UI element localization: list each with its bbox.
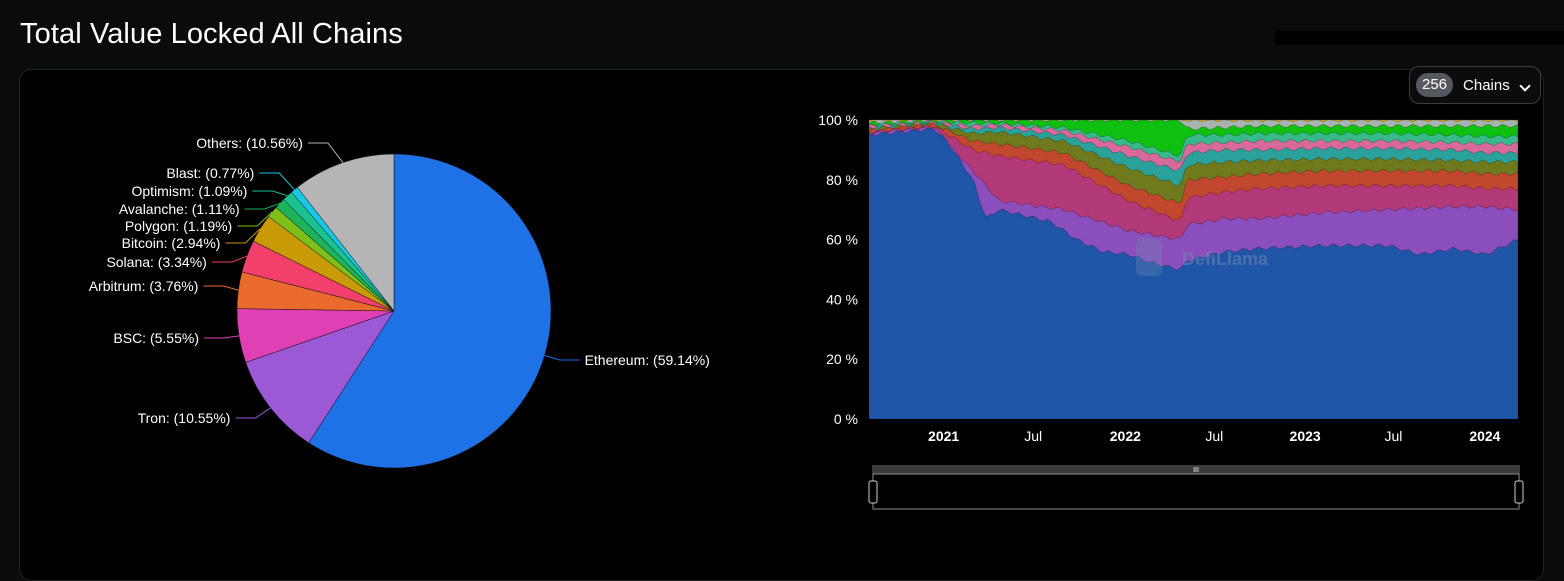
pie-label-polygon: Polygon: (1.19%)	[125, 218, 232, 234]
slider-right-handle[interactable]	[1514, 480, 1524, 504]
chain-selector-button[interactable]: 256 Chains	[1409, 66, 1541, 104]
x-tick-label: Jul	[1384, 428, 1402, 444]
x-tick-label: Jul	[1024, 428, 1042, 444]
pie-chart: Ethereum: (59.14%) Tron: (10.55%) BSC: (5.…	[89, 135, 710, 469]
slider-track[interactable]	[872, 465, 1520, 474]
y-tick-label: 20 %	[826, 351, 858, 367]
pie-label-blast: Blast: (0.77%)	[166, 165, 254, 181]
pie-leader-bsc	[204, 335, 240, 339]
pie-leader-avalanche	[244, 202, 280, 210]
pie-label-solana: Solana: (3.34%)	[106, 254, 206, 270]
pie-label-avalanche: Avalanche: (1.11%)	[119, 201, 240, 217]
pie-label-arbitrum: Arbitrum: (3.76%)	[89, 278, 199, 294]
pie-label-others: Others: (10.56%)	[196, 135, 303, 151]
pie-leader-ethereum	[544, 355, 580, 361]
pie-label-ethereum: Ethereum: (59.14%)	[585, 352, 710, 368]
pie-label-bitcoin: Bitcoin: (2.94%)	[122, 235, 221, 251]
page-title: Total Value Locked All Chains	[20, 18, 403, 50]
pie-leader-blast	[259, 172, 295, 191]
pie-label-optimism: Optimism: (1.09%)	[132, 183, 248, 199]
pie-leader-bitcoin	[225, 228, 261, 244]
x-tick-label: 2023	[1290, 428, 1321, 444]
pie-leader-optimism	[252, 190, 288, 197]
slider-left-handle[interactable]	[868, 480, 878, 504]
pie-label-tron: Tron: (10.55%)	[138, 410, 231, 426]
chain-selector-label: Chains	[1463, 76, 1510, 94]
pie-leader-others	[307, 142, 344, 163]
slider-grip-icon[interactable]: III	[1193, 467, 1199, 474]
defillama-watermark: DefiLlama	[1182, 249, 1269, 269]
pie-label-bsc: BSC: (5.55%)	[113, 330, 199, 346]
pie-leader-tron	[235, 407, 271, 419]
y-tick-label: 100 %	[818, 112, 858, 128]
llama-logo-icon	[1136, 238, 1162, 276]
pie-leader-arbitrum	[203, 285, 239, 291]
chain-count-badge: 256	[1416, 73, 1454, 97]
time-range-slider[interactable]: III	[868, 465, 1524, 510]
x-tick-label: 2021	[928, 428, 959, 444]
x-tick-label: 2022	[1110, 428, 1141, 444]
pie-leader-solana	[211, 255, 248, 263]
stacked-area-chart: 0 % 20 % 40 % 60 % 80 % 100 % DefiLlama 2021 Jul…	[818, 112, 1519, 444]
top-strip	[1275, 31, 1564, 45]
y-tick-label: 0 %	[834, 411, 858, 427]
x-tick-label: 2024	[1469, 428, 1500, 444]
pie-leader-polygon	[237, 211, 273, 227]
area-series-ethereum[interactable]	[868, 127, 1519, 420]
pie-slice-ethereum[interactable]	[308, 153, 552, 469]
x-tick-label: Jul	[1205, 428, 1223, 444]
y-tick-label: 40 %	[826, 291, 858, 307]
y-tick-label: 80 %	[826, 172, 858, 188]
y-tick-label: 60 %	[826, 232, 858, 248]
slider-window[interactable]	[872, 473, 1520, 510]
